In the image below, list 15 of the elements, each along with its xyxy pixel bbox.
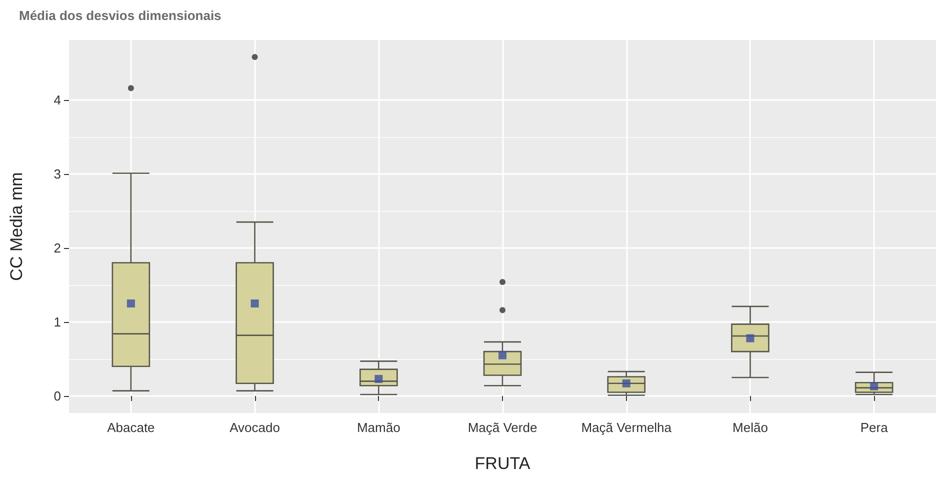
y-tick-label: 1: [54, 314, 61, 330]
chart-title: Média dos desvios dimensionais: [19, 8, 222, 23]
y-axis-title: CC Media mm: [7, 172, 26, 281]
x-tick-label: Avocado: [230, 420, 280, 435]
y-tick-label: 4: [54, 92, 61, 108]
x-tick-label: Maçã Verde: [468, 420, 538, 435]
y-tick-label: 0: [54, 388, 61, 404]
y-tick-label: 2: [54, 240, 61, 256]
x-tick-label: Pera: [860, 420, 889, 435]
y-tick-label: 3: [54, 166, 61, 182]
x-axis-title: FRUTA: [474, 454, 531, 473]
x-tick-label: Melão: [732, 420, 768, 435]
x-tick-label: Mamão: [356, 420, 400, 435]
x-tick-label: Maçã Vermelha: [581, 420, 672, 435]
x-tick-label: Abacate: [107, 420, 155, 435]
